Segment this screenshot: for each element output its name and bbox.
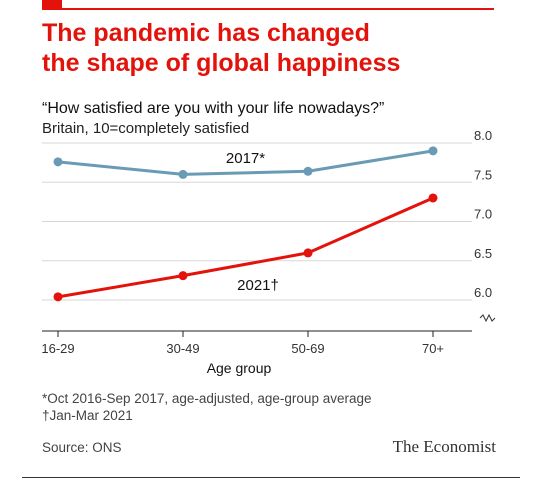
y-tick-label: 8.0 <box>474 128 492 143</box>
chart-subsubtitle: Britain, 10=completely satisfied <box>42 120 250 137</box>
axis-break-icon <box>479 313 496 323</box>
headline-line-2: the shape of global happiness <box>42 49 401 77</box>
data-point <box>428 146 438 156</box>
data-point <box>53 157 63 167</box>
y-tick-label: 7.0 <box>474 207 492 222</box>
series-label: 2017* <box>226 150 265 167</box>
data-point <box>178 271 188 281</box>
data-point <box>303 166 313 176</box>
x-axis-title: Age group <box>207 360 272 376</box>
footnote-2021: †Jan-Mar 2021 <box>42 408 133 423</box>
x-tick-label: 16-29 <box>41 341 74 356</box>
chart-headline: The pandemic has changed the shape of gl… <box>42 18 512 78</box>
chart-subtitle: “How satisfied are you with your life no… <box>42 100 385 117</box>
data-point <box>178 169 188 179</box>
bottom-rule <box>22 477 520 478</box>
y-tick-label: 6.0 <box>474 285 492 300</box>
series-line <box>57 196 434 299</box>
footnote-2017: *Oct 2016-Sep 2017, age-adjusted, age-gr… <box>42 391 372 406</box>
series-label: 2021† <box>237 277 279 294</box>
y-tick-label: 6.5 <box>474 246 492 261</box>
brand-red-tag <box>42 0 62 8</box>
series-line <box>57 149 434 176</box>
data-point <box>428 193 438 203</box>
x-tick-label: 70+ <box>422 341 444 356</box>
data-series: 2017* 2021† <box>53 146 438 302</box>
y-tick-labels: 8.0 7.5 7.0 6.5 6.0 <box>474 128 496 323</box>
economist-logo-text: The Economist <box>392 437 496 456</box>
top-red-rule <box>42 8 494 10</box>
x-tick-label: 30-49 <box>166 341 199 356</box>
x-tick-label: 50-69 <box>291 341 324 356</box>
data-point <box>303 248 313 258</box>
headline-line-1: The pandemic has changed <box>42 19 370 47</box>
x-axis <box>42 330 472 337</box>
y-tick-label: 7.5 <box>474 167 492 182</box>
source-credit: Source: ONS <box>42 440 122 455</box>
x-tick-labels: 16-29 30-49 50-69 70+ <box>41 341 444 356</box>
data-point <box>53 292 63 302</box>
